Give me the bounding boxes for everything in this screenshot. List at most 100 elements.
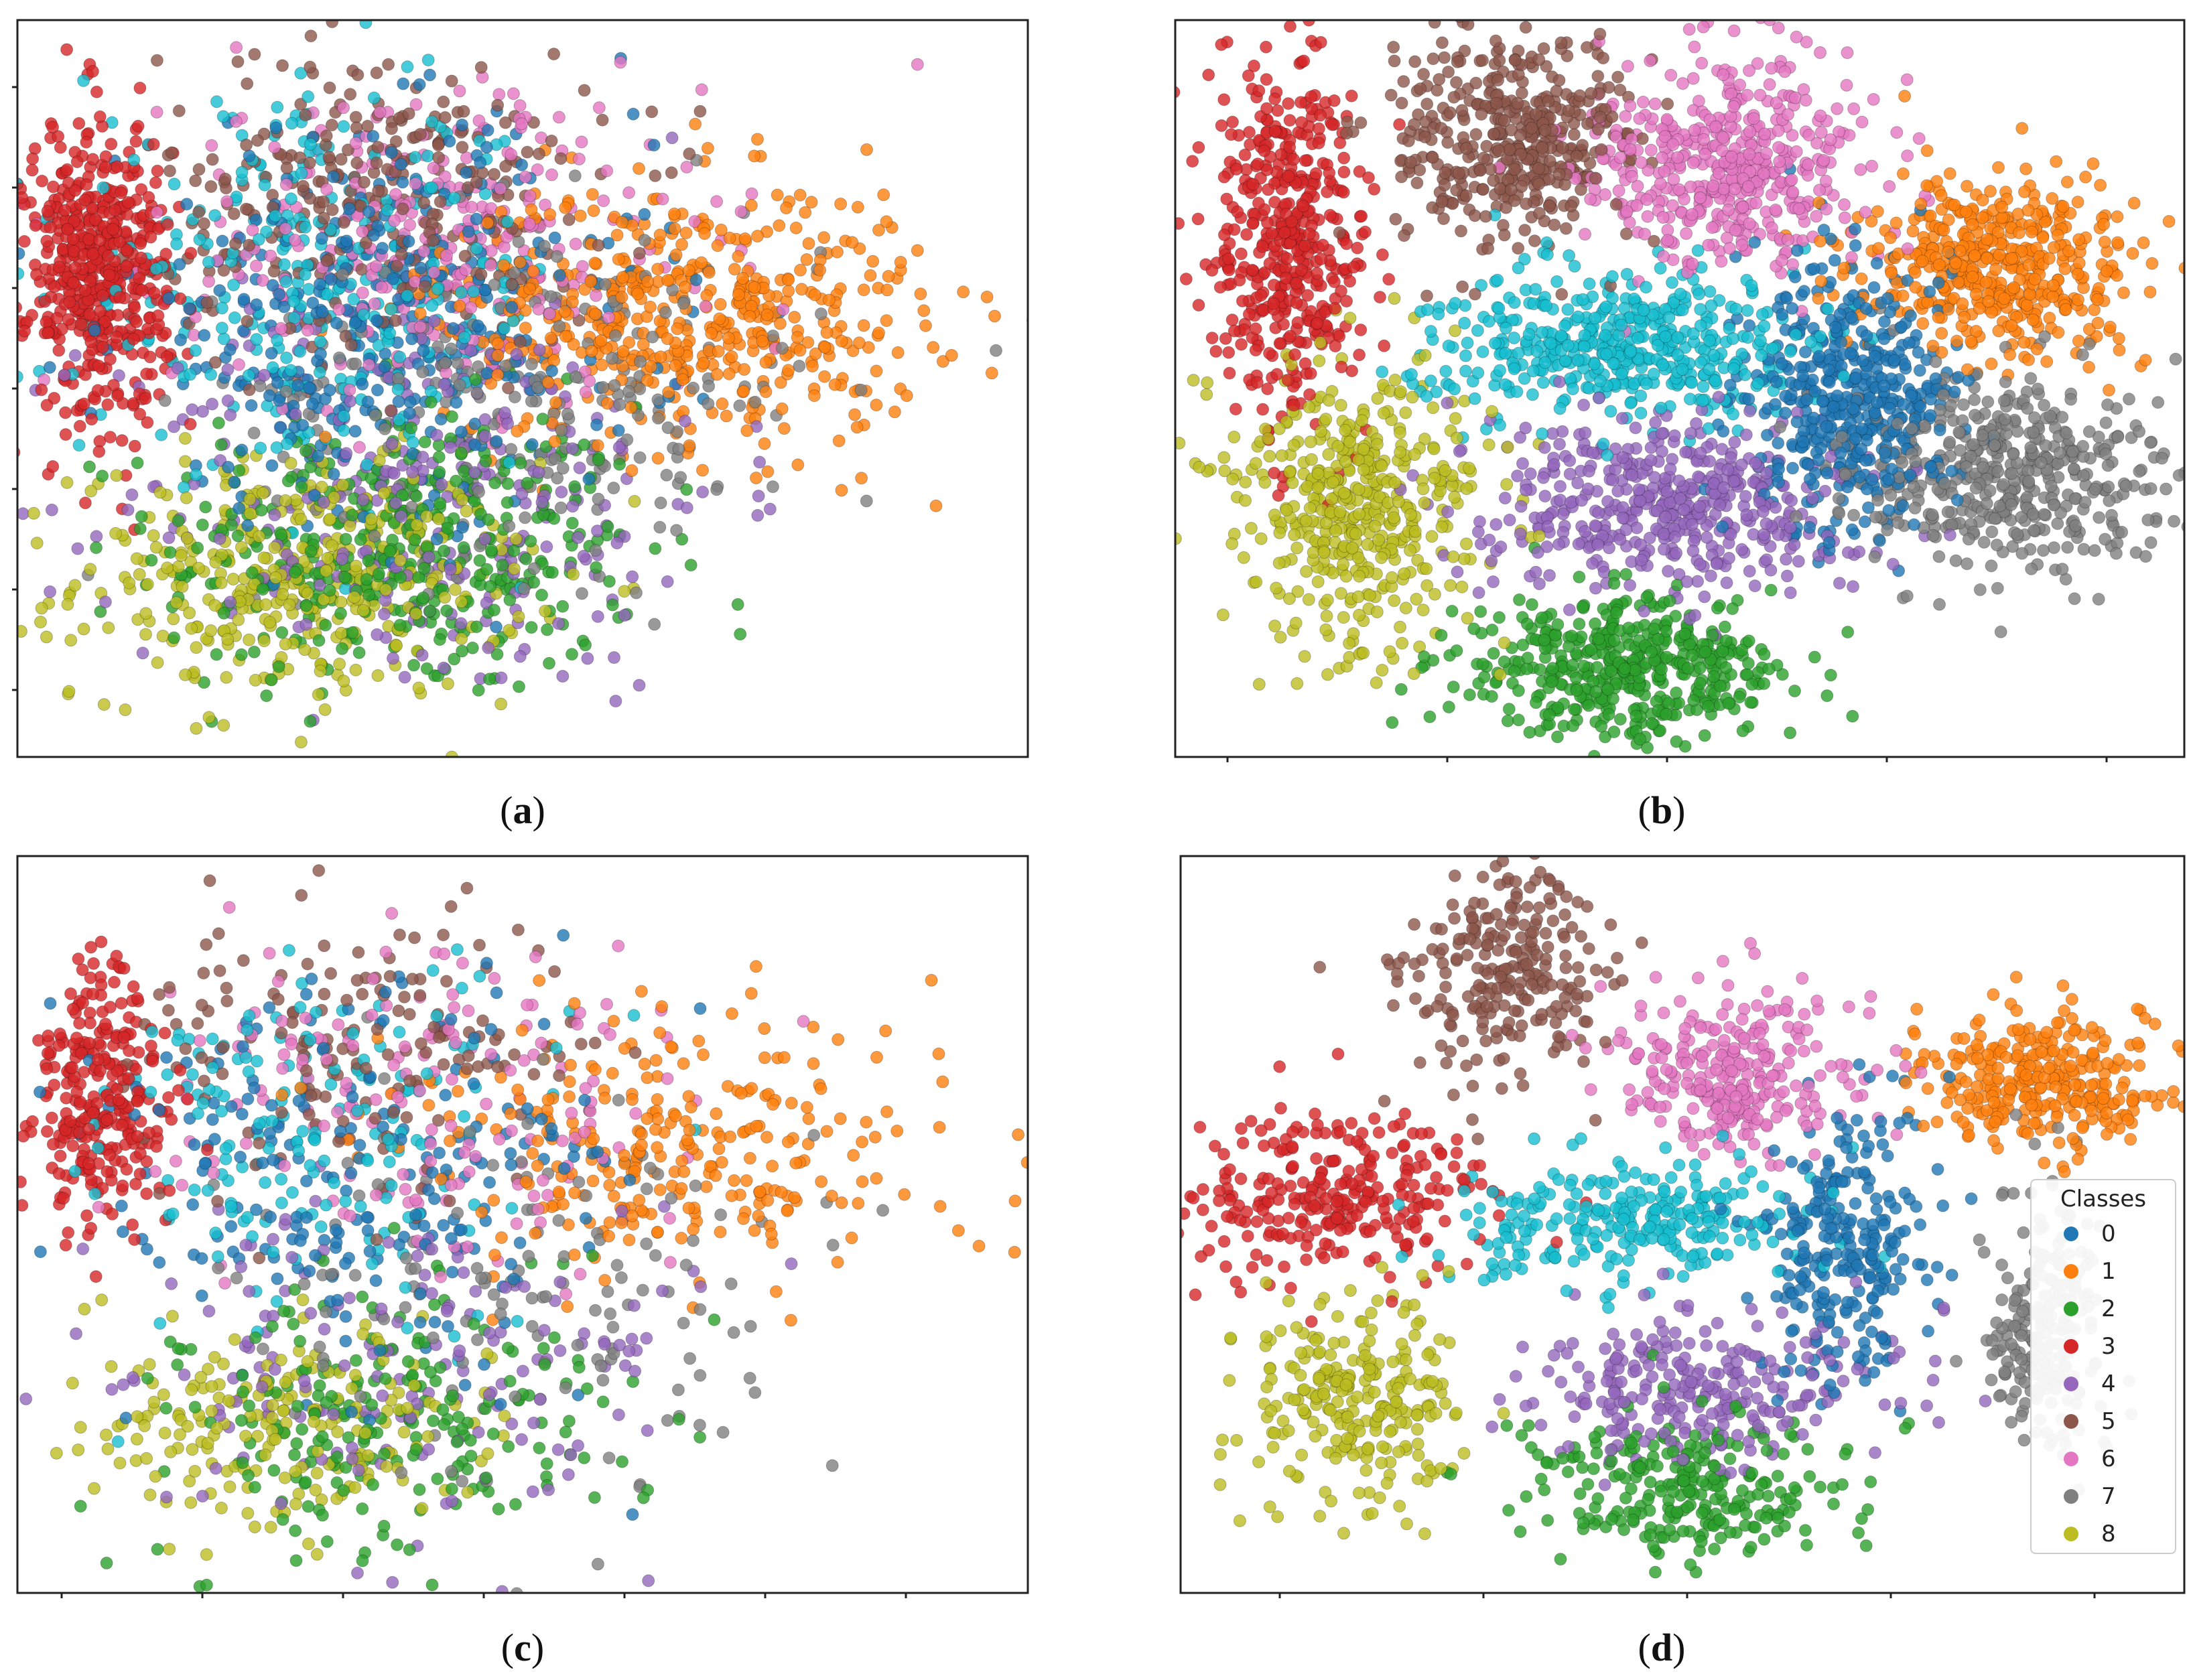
- point-class-0: [330, 316, 343, 330]
- point-class-9: [497, 322, 511, 335]
- point-class-6: [484, 244, 498, 257]
- point-class-1: [720, 409, 733, 423]
- point-class-8: [161, 561, 174, 575]
- point-class-1: [714, 223, 728, 236]
- point-class-1: [631, 287, 645, 301]
- point-class-3: [174, 292, 187, 305]
- point-class-1: [544, 332, 557, 345]
- point-class-0: [162, 291, 176, 305]
- point-class-7: [538, 240, 551, 253]
- point-class-4: [591, 524, 604, 538]
- point-class-5: [189, 174, 202, 188]
- point-class-6: [472, 114, 486, 127]
- point-class-8: [460, 504, 473, 518]
- point-class-7: [253, 379, 267, 393]
- point-class-0: [173, 258, 186, 271]
- point-class-6: [492, 88, 506, 101]
- point-class-9: [270, 441, 283, 454]
- point-class-1: [761, 465, 775, 478]
- point-class-7: [687, 381, 700, 395]
- point-class-8: [17, 625, 27, 638]
- point-class-4: [464, 344, 478, 358]
- point-class-2: [1573, 618, 1586, 630]
- point-class-5: [370, 66, 383, 80]
- point-class-0: [250, 298, 263, 311]
- point-class-6: [531, 163, 544, 176]
- point-class-6: [409, 98, 423, 111]
- point-class-5: [458, 249, 472, 263]
- point-class-1: [541, 376, 555, 389]
- point-class-0: [343, 202, 356, 215]
- point-class-3: [35, 383, 48, 397]
- point-class-4: [45, 503, 58, 516]
- point-class-3: [54, 141, 67, 154]
- point-class-0: [505, 301, 519, 314]
- point-class-8: [243, 633, 256, 646]
- point-class-8: [180, 491, 193, 504]
- point-class-4: [510, 348, 523, 361]
- point-class-2: [519, 552, 533, 565]
- point-class-2: [1698, 729, 1711, 742]
- point-class-9: [295, 167, 308, 180]
- point-class-9: [1666, 276, 1678, 289]
- point-class-8: [539, 604, 552, 618]
- point-class-5: [649, 169, 662, 182]
- point-class-2: [1493, 611, 1506, 624]
- point-class-5: [371, 141, 385, 154]
- point-class-7: [451, 356, 464, 370]
- point-class-1: [748, 281, 761, 294]
- point-class-9: [409, 151, 422, 164]
- point-class-4: [356, 493, 370, 506]
- point-class-1: [2079, 170, 2093, 184]
- point-class-2: [448, 652, 461, 666]
- point-class-8: [179, 455, 192, 468]
- point-class-8: [507, 562, 521, 575]
- point-class-9: [448, 192, 461, 205]
- point-class-4: [90, 530, 103, 543]
- point-class-2: [675, 533, 689, 546]
- point-class-9: [208, 209, 222, 222]
- point-class-1: [669, 249, 683, 261]
- point-class-9: [381, 204, 394, 217]
- point-class-6: [622, 186, 636, 200]
- point-class-5: [431, 139, 445, 151]
- point-class-1: [711, 239, 724, 253]
- point-class-4: [1728, 435, 1741, 449]
- point-class-8: [130, 552, 143, 565]
- point-class-0: [481, 123, 494, 137]
- point-class-4: [430, 429, 444, 442]
- point-class-3: [147, 286, 161, 299]
- point-class-1: [586, 188, 599, 201]
- point-class-8: [390, 639, 403, 652]
- point-class-4: [314, 578, 327, 591]
- point-class-1: [936, 355, 949, 368]
- point-class-4: [336, 553, 348, 566]
- point-class-1: [662, 386, 675, 399]
- point-class-8: [337, 675, 350, 688]
- point-class-5: [665, 166, 678, 180]
- point-class-4: [468, 466, 481, 479]
- point-class-2: [480, 563, 494, 576]
- point-class-6: [1838, 211, 1851, 224]
- point-class-7: [503, 519, 516, 533]
- point-class-4: [573, 462, 586, 474]
- point-class-3: [78, 496, 92, 510]
- point-class-1: [668, 222, 681, 235]
- panel-b: (b): [1166, 0, 2191, 832]
- point-class-6: [1641, 210, 1654, 223]
- point-class-7: [336, 268, 349, 281]
- point-class-1: [805, 196, 818, 209]
- point-class-1: [760, 308, 774, 322]
- point-class-9: [1821, 302, 1835, 316]
- point-class-6: [343, 383, 356, 397]
- point-class-3: [129, 135, 143, 148]
- point-class-3: [1284, 20, 1297, 33]
- point-class-8: [618, 585, 631, 598]
- point-class-5: [299, 109, 312, 122]
- point-class-2: [135, 510, 148, 523]
- point-class-5: [227, 207, 241, 220]
- point-class-3: [25, 163, 39, 177]
- point-class-3: [184, 417, 197, 431]
- point-class-2: [469, 372, 482, 386]
- point-class-8: [170, 596, 183, 609]
